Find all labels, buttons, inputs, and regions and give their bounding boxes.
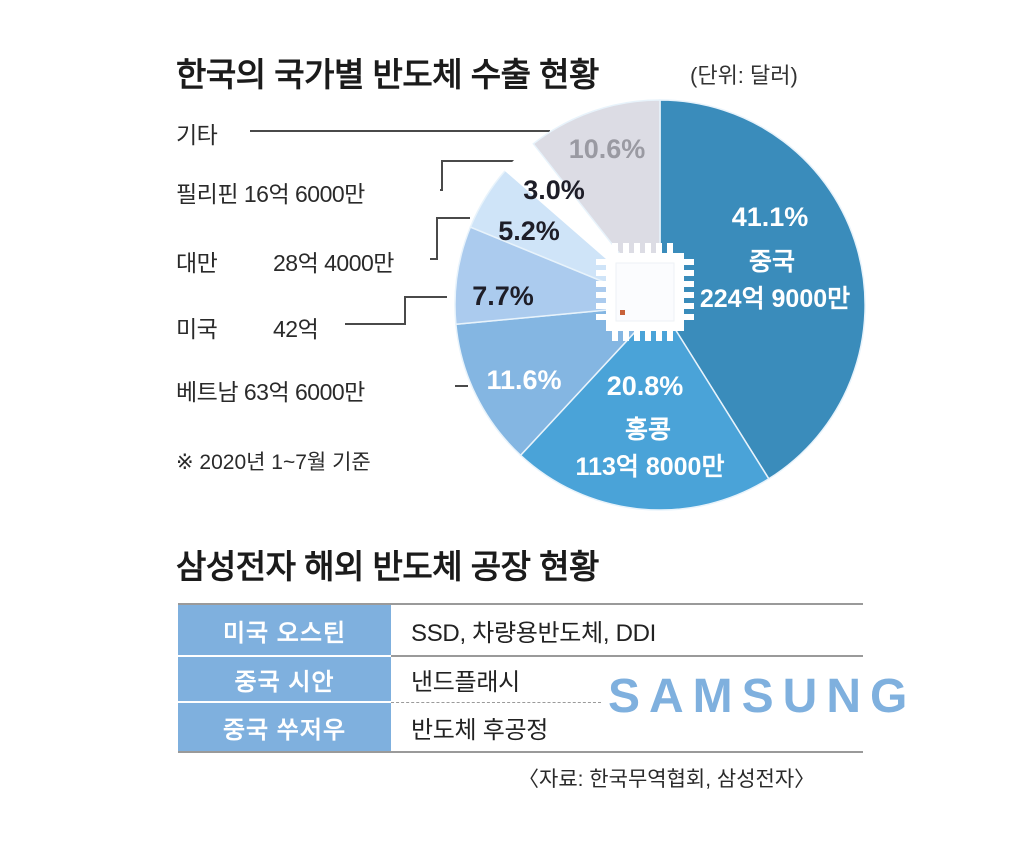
label-hongkong-value: 113억 8000만 bbox=[576, 453, 725, 481]
unit-label: (단위: 달러) bbox=[690, 63, 798, 88]
label-taiwan-pct: 5.2% bbox=[498, 216, 560, 246]
row-products: SSD, 차량용반도체, DDI bbox=[411, 619, 657, 647]
legend-etc: 기타 bbox=[176, 122, 218, 148]
label-hongkong-pct: 20.8% bbox=[607, 371, 684, 401]
slice-vietnam bbox=[455, 304, 662, 457]
chart-note: ※ 2020년 1~7월 기준 bbox=[176, 451, 371, 474]
row-divider-white bbox=[178, 701, 391, 703]
leader-line-taiwan bbox=[430, 217, 470, 260]
label-etc-pct: 10.6% bbox=[569, 134, 646, 164]
row-location: 중국 쑤저우 bbox=[178, 703, 391, 751]
legend-taiwan-name: 대만 bbox=[176, 250, 218, 276]
label-vietnam-pct: 11.6% bbox=[486, 365, 561, 395]
legend-taiwan-value: 28억 4000만 bbox=[273, 250, 394, 276]
row-divider-dashed bbox=[391, 702, 601, 703]
legend-usa-value: 42억 bbox=[273, 316, 319, 342]
label-philippines-pct: 3.0% bbox=[523, 175, 585, 205]
row-products: 반도체 후공정 bbox=[411, 716, 549, 744]
table-row: 미국 오스틴 SSD, 차량용반도체, DDI bbox=[178, 605, 863, 655]
slice-china bbox=[659, 99, 866, 480]
table-top-border bbox=[178, 603, 863, 605]
label-china-pct: 41.1% bbox=[732, 202, 809, 232]
row-divider bbox=[391, 655, 863, 657]
table-bottom-border bbox=[178, 751, 863, 753]
factories-table: 미국 오스틴 SSD, 차량용반도체, DDI 중국 시안 낸드플래시 중국 쑤… bbox=[178, 603, 907, 753]
leader-line-philippines bbox=[440, 160, 515, 191]
label-hongkong-name: 홍콩 bbox=[625, 416, 671, 444]
samsung-logo: SAMSUNG bbox=[608, 670, 917, 723]
slice-hongkong bbox=[519, 303, 770, 511]
chip-icon bbox=[596, 243, 694, 341]
row-location: 중국 시안 bbox=[178, 657, 391, 701]
label-china-name: 중국 bbox=[749, 248, 795, 276]
factories-title: 삼성전자 해외 반도체 공장 현황 bbox=[176, 548, 599, 585]
legend-vietnam: 베트남 63억 6000만 bbox=[176, 379, 365, 405]
row-location: 미국 오스틴 bbox=[178, 605, 391, 655]
source-note: 〈자료: 한국무역협회, 삼성전자〉 bbox=[518, 768, 816, 791]
label-china-value: 224억 9000만 bbox=[700, 285, 850, 313]
legend-philippines: 필리핀 16억 6000만 bbox=[176, 181, 365, 207]
chart-title: 한국의 국가별 반도체 수출 현황 bbox=[176, 56, 599, 93]
legend-usa-name: 미국 bbox=[176, 316, 218, 342]
table-row: 중국 시안 낸드플래시 bbox=[178, 657, 863, 701]
pie-chart: 41.1% 중국 224억 9000만 20.8% 홍콩 113억 8000만 … bbox=[250, 99, 866, 511]
label-usa-pct: 7.7% bbox=[472, 281, 534, 311]
leader-lines bbox=[250, 130, 550, 387]
leader-line-usa bbox=[345, 296, 447, 325]
table-row: 중국 쑤저우 반도체 후공정 bbox=[178, 703, 863, 751]
row-products: 낸드플래시 bbox=[411, 668, 520, 696]
